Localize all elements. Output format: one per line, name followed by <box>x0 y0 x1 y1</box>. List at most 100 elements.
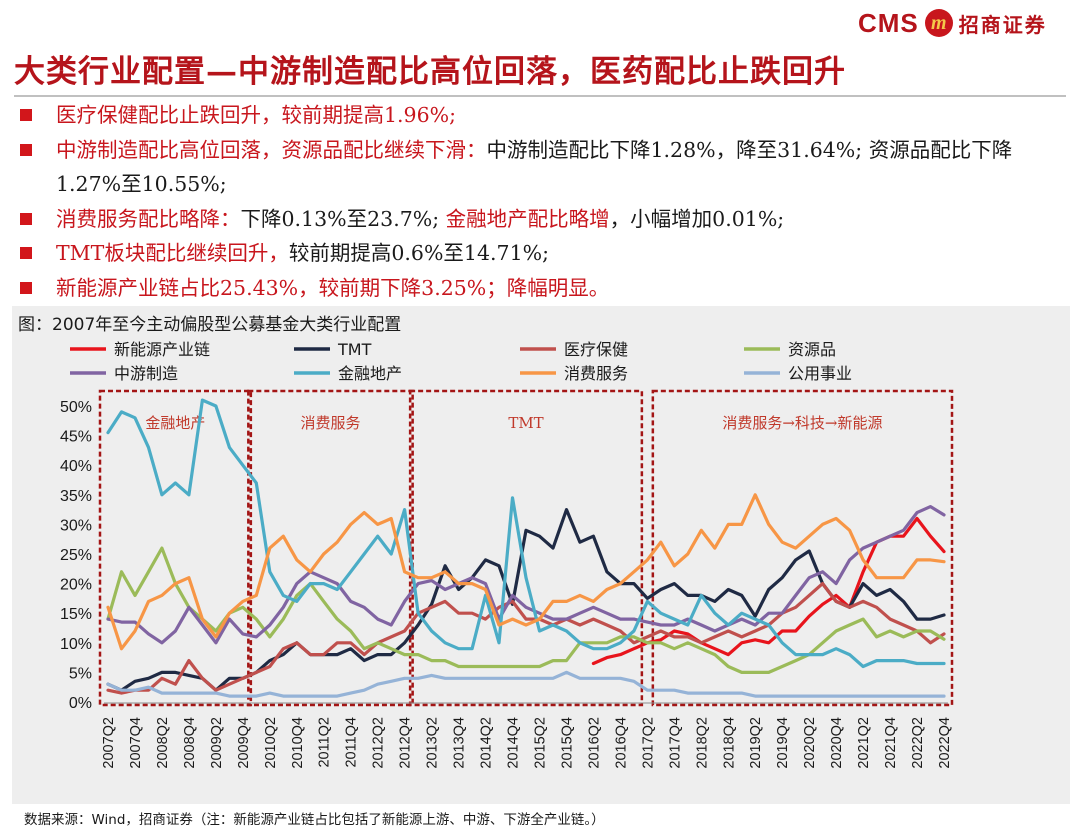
bullet-item: 新能源产业链占比25.43%，较前期下降3.25%；降幅明显。 <box>20 271 1070 306</box>
series-line <box>106 398 946 669</box>
x-tick-label: 2008Q2 <box>155 717 171 769</box>
x-tick-label: 2013Q2 <box>425 717 441 769</box>
bullet-highlight: 消费服务配比略降： <box>56 206 241 231</box>
annotation-box <box>98 389 253 707</box>
y-tick-label: 20% <box>60 577 92 594</box>
bullet-square-icon <box>20 281 32 294</box>
y-axis: 0% 5% 10% 15% 20% 25% 30% 35% 40% 45% 50% <box>60 399 92 712</box>
logo-mark-icon: m <box>924 9 953 37</box>
annotation-boxes: 金融地产 消费服务 TMT 消费服务→科技→新能源 <box>98 389 954 707</box>
y-tick-label: 35% <box>60 488 92 505</box>
chart-panel: 图：2007年至今主动偏股型公募基金大类行业配置 新能源产业链 TMT 医疗保健 资源… <box>12 306 1070 804</box>
x-tick-label: 2008Q4 <box>182 717 198 769</box>
legend-label: 资源品 <box>788 340 836 359</box>
y-tick-label: 50% <box>60 399 92 416</box>
brand-logo: CMS m 招商证券 <box>858 6 1047 40</box>
annotation-label: 金融地产 <box>145 414 205 432</box>
legend-label: 公用事业 <box>788 364 852 383</box>
y-tick-label: 15% <box>60 606 92 623</box>
logo-chinese-text: 招商证券 <box>958 12 1047 37</box>
x-tick-label: 2011Q4 <box>344 717 360 768</box>
x-tick-label: 2015Q4 <box>559 717 575 769</box>
bullet-highlight: 中游制造配比高位回落，资源品配比继续下滑： <box>56 137 487 162</box>
series-line <box>106 670 946 698</box>
bullet-text: 下降0.13%至23.7%; <box>240 206 446 231</box>
bullet-text-2: ，小幅增加0.01%; <box>609 206 785 231</box>
bullet-highlight: 医疗保健配比止跌回升，较前期提高1.96%; <box>56 103 457 127</box>
bullet-item: 中游制造配比高位回落，资源品配比继续下滑：中游制造配比下降1.28%，降至31.… <box>20 133 1070 202</box>
bullet-square-icon <box>20 143 32 156</box>
page-title: 大类行业配置—中游制造配比高位回落，医药配比止跌回升 <box>14 54 846 90</box>
x-tick-label: 2012Q2 <box>371 717 387 769</box>
x-tick-label: 2018Q2 <box>694 717 710 769</box>
bullet-highlight: TMT板块配比继续回升， <box>56 241 289 265</box>
annotation-label: TMT <box>508 414 543 432</box>
annotation-label: 消费服务 <box>300 414 360 432</box>
bullet-square-icon <box>20 212 32 225</box>
chart-title: 图：2007年至今主动偏股型公募基金大类行业配置 <box>18 315 401 335</box>
x-tick-label: 2015Q2 <box>532 717 548 769</box>
annotation-box <box>247 389 414 707</box>
logo-text: CMS <box>858 7 919 38</box>
bullet-highlight-2: 金融地产配比略增 <box>445 206 610 231</box>
x-tick-label: 2017Q2 <box>640 717 656 769</box>
x-tick-label: 2010Q2 <box>263 717 279 769</box>
x-tick-label: 2011Q2 <box>317 717 333 768</box>
bullet-square-icon <box>20 247 32 259</box>
series-lines <box>106 398 946 698</box>
title-divider <box>14 95 1066 97</box>
x-tick-label: 2021Q2 <box>856 717 872 769</box>
x-tick-label: 2009Q4 <box>236 717 252 769</box>
y-tick-label: 30% <box>60 517 92 534</box>
x-tick-label: 2010Q4 <box>290 717 306 769</box>
x-tick-label: 2007Q4 <box>128 717 144 769</box>
bullet-highlight: 新能源产业链占比25.43%，较前期下降3.25%；降幅明显。 <box>56 275 610 300</box>
bullet-text: 中游制造配比下降1.28%，降至31.64%; 资源品配比下降1.27%至10.… <box>56 137 1013 197</box>
series-line <box>106 546 946 674</box>
x-tick-label: 2012Q4 <box>398 717 414 769</box>
bullet-text: 较前期提高0.6%至14.71%; <box>288 241 549 265</box>
legend-label: 中游制造 <box>114 364 178 383</box>
x-tick-label: 2020Q4 <box>829 717 845 769</box>
x-tick-label: 2019Q2 <box>748 717 764 769</box>
x-axis: 2007Q2 2007Q4 2008Q2 2008Q4 2009Q2 2009Q4 2010… <box>101 702 953 769</box>
y-tick-label: 40% <box>60 458 92 475</box>
source-note: 数据来源：Wind，招商证券（注：新能源产业链占比包括了新能源上游、中游、下游全… <box>24 812 605 828</box>
x-tick-label: 2022Q2 <box>910 717 926 769</box>
x-tick-label: 2016Q4 <box>613 717 629 769</box>
x-tick-label: 2018Q4 <box>721 717 737 769</box>
series-line <box>106 493 946 651</box>
x-tick-label: 2009Q2 <box>209 717 225 769</box>
x-tick-label: 2022Q4 <box>937 717 953 769</box>
line-chart: 图：2007年至今主动偏股型公募基金大类行业配置 新能源产业链 TMT 医疗保健 资源… <box>18 315 954 769</box>
series-line <box>106 508 946 692</box>
x-tick-label: 2013Q4 <box>452 717 468 769</box>
bullet-square-icon <box>20 109 32 121</box>
bullet-item: TMT板块配比继续回升，较前期提高0.6%至14.71%; <box>20 236 1070 271</box>
bullet-item: 消费服务配比略降：下降0.13%至23.7%; 金融地产配比略增，小幅增加0.0… <box>20 202 1070 237</box>
y-tick-label: 25% <box>60 547 92 564</box>
x-tick-label: 2007Q2 <box>101 717 117 769</box>
legend-label: 金融地产 <box>338 364 402 383</box>
bullet-list: 医疗保健配比止跌回升，较前期提高1.96%; 中游制造配比高位回落，资源品配比继… <box>20 98 1070 305</box>
legend-label: TMT <box>337 340 372 359</box>
legend-label: 消费服务 <box>564 364 628 383</box>
x-tick-label: 2021Q4 <box>883 717 899 769</box>
annotation-box <box>408 389 644 707</box>
x-tick-label: 2016Q2 <box>586 717 602 769</box>
y-tick-label: 5% <box>69 665 92 682</box>
y-tick-label: 10% <box>60 636 92 653</box>
legend-label: 医疗保健 <box>564 340 628 359</box>
bullet-item: 医疗保健配比止跌回升，较前期提高1.96%; <box>20 98 1070 133</box>
legend-label: 新能源产业链 <box>114 340 210 359</box>
x-tick-label: 2014Q2 <box>479 717 495 769</box>
annotation-box <box>651 389 954 707</box>
x-tick-label: 2017Q4 <box>667 717 683 769</box>
x-tick-label: 2014Q4 <box>506 717 522 769</box>
y-tick-label: 45% <box>60 429 92 446</box>
annotation-label: 消费服务→科技→新能源 <box>722 414 882 432</box>
series-line <box>106 582 946 695</box>
y-tick-label: 0% <box>69 695 92 712</box>
x-tick-label: 2019Q4 <box>775 717 791 769</box>
